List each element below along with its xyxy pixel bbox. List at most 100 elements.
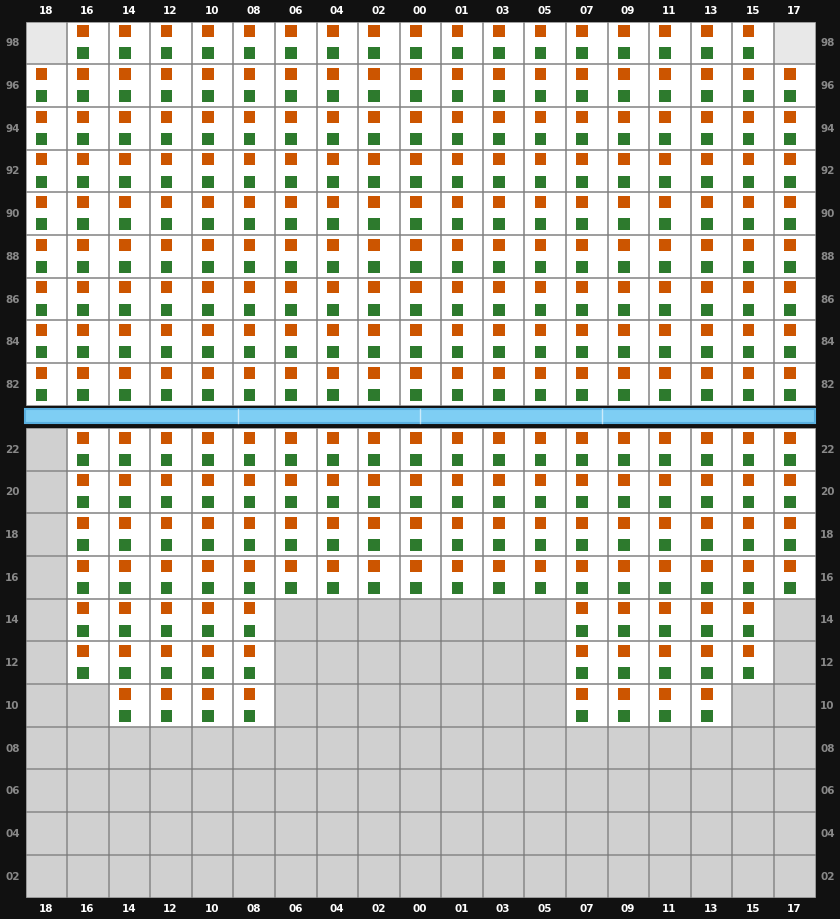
Bar — [649, 641, 690, 683]
Bar — [108, 599, 150, 641]
Bar — [160, 176, 172, 188]
Bar — [202, 304, 213, 316]
Bar — [659, 625, 671, 637]
Bar — [327, 517, 339, 529]
Bar — [202, 69, 213, 81]
Bar — [410, 539, 422, 551]
Bar — [202, 475, 213, 487]
Bar — [452, 560, 463, 572]
Bar — [358, 599, 399, 641]
Bar — [524, 599, 565, 641]
Bar — [400, 321, 440, 363]
Bar — [483, 108, 523, 150]
Bar — [160, 282, 172, 294]
Bar — [785, 539, 795, 551]
Bar — [234, 193, 274, 234]
Bar — [690, 727, 732, 768]
Bar — [701, 517, 712, 529]
Bar — [400, 471, 440, 513]
Bar — [244, 154, 255, 166]
Bar — [150, 321, 191, 363]
Bar — [701, 368, 712, 380]
Bar — [77, 27, 89, 39]
Bar — [244, 240, 255, 252]
Bar — [743, 91, 754, 103]
Text: 12: 12 — [163, 6, 178, 16]
Bar — [317, 108, 357, 150]
Bar — [202, 176, 213, 188]
Bar — [160, 560, 172, 572]
Bar — [493, 91, 505, 103]
Bar — [286, 282, 297, 294]
Bar — [659, 69, 671, 81]
Bar — [785, 304, 795, 316]
Bar — [524, 428, 565, 470]
Bar — [732, 428, 773, 470]
Bar — [690, 236, 732, 278]
Bar — [410, 134, 422, 146]
Bar — [119, 368, 130, 380]
Bar — [25, 556, 66, 598]
Bar — [160, 625, 172, 637]
Bar — [202, 368, 213, 380]
Bar — [618, 390, 629, 402]
Bar — [441, 727, 482, 768]
Bar — [774, 65, 815, 107]
Bar — [275, 108, 316, 150]
Bar — [36, 219, 47, 231]
Bar — [369, 240, 380, 252]
Bar — [25, 410, 815, 424]
Bar — [452, 368, 463, 380]
Bar — [732, 65, 773, 107]
Bar — [659, 304, 671, 316]
Bar — [202, 240, 213, 252]
Bar — [317, 428, 357, 470]
Bar — [618, 583, 629, 595]
Bar — [36, 134, 47, 146]
Bar — [317, 556, 357, 598]
Bar — [77, 262, 89, 274]
Bar — [493, 49, 505, 61]
Bar — [649, 471, 690, 513]
Bar — [732, 193, 773, 234]
Bar — [524, 364, 565, 405]
Bar — [150, 22, 191, 64]
Bar — [119, 688, 130, 700]
Bar — [441, 321, 482, 363]
Bar — [192, 108, 233, 150]
Text: 02: 02 — [371, 6, 386, 16]
Bar — [119, 603, 130, 615]
Text: 04: 04 — [329, 903, 344, 913]
Bar — [77, 497, 89, 509]
Bar — [150, 236, 191, 278]
Bar — [649, 514, 690, 555]
Bar — [493, 454, 505, 466]
Bar — [244, 645, 255, 657]
Bar — [317, 514, 357, 555]
Bar — [108, 769, 150, 811]
Bar — [701, 432, 712, 444]
Bar — [410, 432, 422, 444]
Bar — [743, 27, 754, 39]
Bar — [192, 278, 233, 320]
Bar — [618, 497, 629, 509]
Bar — [659, 240, 671, 252]
Text: 88: 88 — [5, 252, 20, 262]
Bar — [234, 236, 274, 278]
Bar — [77, 368, 89, 380]
Text: 94: 94 — [5, 124, 20, 133]
Bar — [493, 197, 505, 209]
Bar — [732, 278, 773, 320]
Text: 82: 82 — [5, 380, 20, 390]
Bar — [743, 475, 754, 487]
Bar — [358, 236, 399, 278]
Bar — [410, 240, 422, 252]
Bar — [566, 65, 606, 107]
Bar — [202, 154, 213, 166]
Bar — [275, 65, 316, 107]
Bar — [400, 278, 440, 320]
Bar — [160, 475, 172, 487]
Bar — [659, 517, 671, 529]
Bar — [108, 685, 150, 726]
Bar — [119, 154, 130, 166]
